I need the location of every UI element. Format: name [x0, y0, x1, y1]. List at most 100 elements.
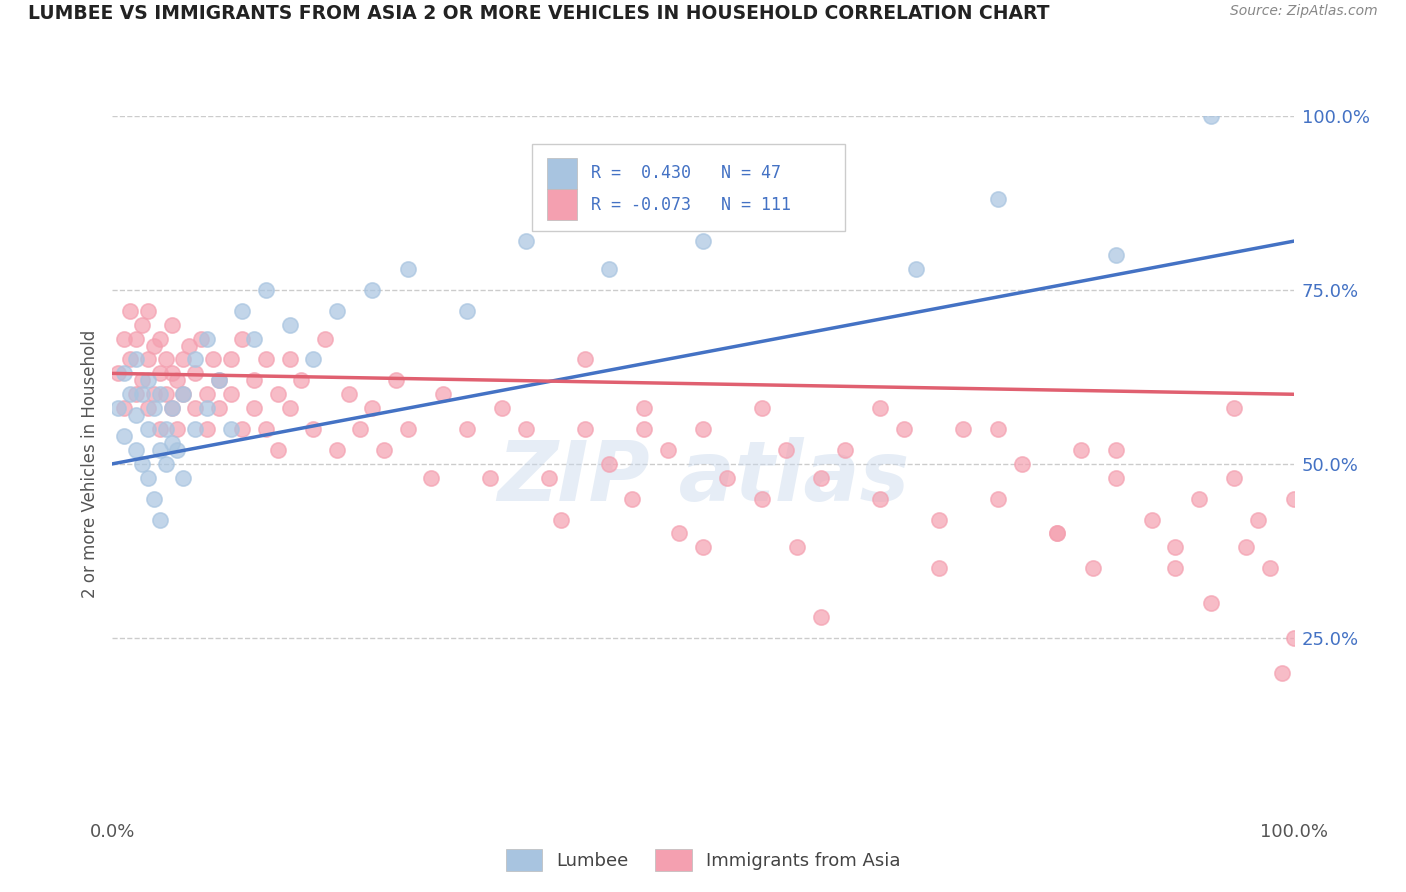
Point [1046, 526, 1069, 541]
Point [692, 422, 714, 436]
Point [278, 352, 301, 367]
Point [184, 422, 207, 436]
Point [928, 512, 950, 526]
Point [1164, 541, 1187, 555]
Point [219, 387, 242, 401]
Point [692, 541, 714, 555]
Point [326, 303, 349, 318]
Point [456, 422, 478, 436]
Point [125, 408, 148, 422]
Point [928, 561, 950, 575]
Point [160, 367, 183, 381]
Point [142, 338, 165, 352]
Point [254, 283, 277, 297]
Point [668, 526, 690, 541]
Point [349, 422, 371, 436]
Point [179, 338, 201, 352]
Point [131, 387, 153, 401]
Point [243, 332, 266, 346]
Point [243, 401, 266, 416]
Point [120, 352, 142, 367]
Point [1105, 442, 1128, 457]
Point [166, 422, 188, 436]
Point [432, 387, 454, 401]
Point [201, 352, 224, 367]
Point [149, 442, 172, 457]
Point [231, 422, 253, 436]
Point [149, 332, 172, 346]
Point [131, 373, 153, 387]
Text: R = -0.073   N = 111: R = -0.073 N = 111 [591, 195, 790, 214]
Point [1282, 491, 1305, 506]
Point [172, 471, 194, 485]
Point [904, 262, 927, 277]
Point [172, 387, 194, 401]
Point [456, 303, 478, 318]
Point [1223, 471, 1246, 485]
Point [142, 491, 165, 506]
Point [1223, 401, 1246, 416]
Point [361, 283, 384, 297]
Point [136, 422, 159, 436]
Point [149, 367, 172, 381]
Point [1199, 109, 1222, 123]
Y-axis label: 2 or more Vehicles in Household: 2 or more Vehicles in Household [80, 330, 98, 598]
Point [893, 422, 915, 436]
Point [1247, 512, 1270, 526]
Point [243, 373, 266, 387]
Point [155, 422, 177, 436]
Point [1105, 471, 1128, 485]
Point [574, 422, 596, 436]
Point [290, 373, 312, 387]
Point [834, 442, 856, 457]
Text: Source: ZipAtlas.com: Source: ZipAtlas.com [1230, 4, 1378, 19]
Point [125, 332, 148, 346]
Point [112, 367, 135, 381]
Point [491, 401, 513, 416]
Point [125, 352, 148, 367]
Point [373, 442, 395, 457]
Point [125, 442, 148, 457]
Point [219, 352, 242, 367]
Point [385, 373, 408, 387]
Point [598, 262, 620, 277]
Point [195, 387, 218, 401]
Point [515, 422, 537, 436]
Point [337, 387, 360, 401]
Point [538, 471, 561, 485]
Point [149, 422, 172, 436]
Point [112, 401, 135, 416]
Point [869, 491, 891, 506]
Point [657, 442, 679, 457]
Point [550, 512, 572, 526]
Point [166, 442, 188, 457]
Point [751, 491, 773, 506]
Point [987, 193, 1010, 207]
Point [131, 457, 153, 471]
Point [1081, 561, 1104, 575]
Point [1140, 512, 1163, 526]
Point [184, 352, 207, 367]
Point [195, 422, 218, 436]
Text: LUMBEE VS IMMIGRANTS FROM ASIA 2 OR MORE VEHICLES IN HOUSEHOLD CORRELATION CHART: LUMBEE VS IMMIGRANTS FROM ASIA 2 OR MORE… [28, 4, 1050, 23]
Point [184, 401, 207, 416]
Point [1046, 526, 1069, 541]
Point [231, 303, 253, 318]
Point [515, 234, 537, 248]
Point [208, 373, 231, 387]
Point [166, 373, 188, 387]
Point [267, 442, 290, 457]
Point [810, 471, 832, 485]
Point [112, 429, 135, 443]
Point [621, 491, 644, 506]
Point [1199, 596, 1222, 610]
Point [120, 303, 142, 318]
FancyBboxPatch shape [547, 189, 576, 220]
Point [1258, 561, 1281, 575]
Point [136, 373, 159, 387]
Point [1070, 442, 1092, 457]
Point [775, 442, 797, 457]
Point [208, 373, 231, 387]
Point [952, 422, 974, 436]
Point [160, 401, 183, 416]
